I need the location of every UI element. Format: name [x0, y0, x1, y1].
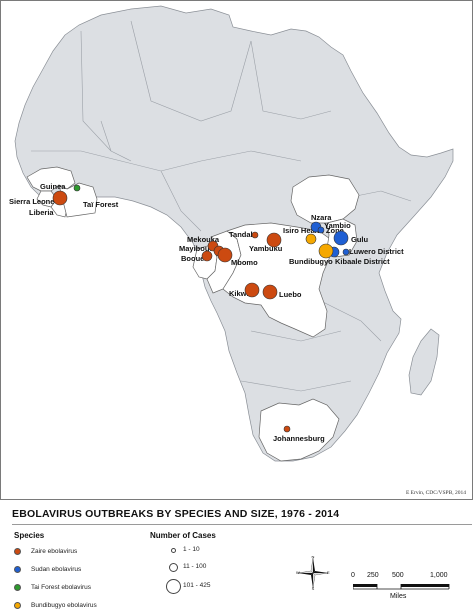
compass-w: W — [296, 570, 300, 575]
outbreak-tandala[interactable] — [251, 231, 259, 239]
label-liberia: Liberia — [29, 208, 54, 217]
country-borders — [31, 20, 412, 392]
legend-species-bundibugyo: Bundibugyo ebolavirus — [14, 599, 97, 611]
compass-s: S — [312, 586, 315, 590]
outbreak-yambio[interactable] — [317, 226, 325, 234]
size-medium-circle — [169, 563, 178, 572]
outbreak-west-africa[interactable] — [52, 190, 68, 206]
scale-tick-500: 500 — [392, 572, 404, 579]
legend-species-zaire: Zaire ebolavirus — [14, 545, 77, 557]
outbreak-kikwit[interactable] — [244, 282, 260, 298]
outbreak-yambuku[interactable] — [266, 232, 282, 248]
outbreak-mbomo[interactable] — [217, 247, 233, 263]
compass-e: E — [327, 570, 330, 575]
label-sierra-leone: Sierra Leone — [9, 197, 54, 206]
place-luebo: Luebo — [279, 290, 302, 299]
place-tandala: Tandala — [229, 230, 258, 239]
scale-tick-1000: 1,000 — [430, 572, 448, 579]
outbreak-isiro[interactable] — [305, 233, 317, 245]
size-small-label: 1 - 10 — [183, 546, 200, 553]
place-yambuku: Yambuku — [249, 244, 283, 253]
outbreak-booue[interactable] — [201, 250, 213, 262]
label-tai-forest: Taï Forest — [83, 200, 119, 209]
scale-unit: Miles — [390, 593, 407, 600]
bundibugyo-label: Bundibugyo ebolavirus — [31, 601, 97, 609]
place-gulu: Gulu — [351, 235, 368, 244]
scale-tick-0: 0 — [351, 572, 355, 579]
outbreak-johannesburg[interactable] — [283, 425, 291, 433]
sudan-swatch — [14, 565, 21, 573]
bundibugyo-swatch — [14, 601, 21, 609]
compass-n: N — [312, 556, 315, 559]
legend-panel: EBOLAVIRUS OUTBREAKS BY SPECIES AND SIZE… — [0, 500, 475, 615]
outbreak-luebo[interactable] — [262, 284, 278, 300]
scale-tick-250: 250 — [367, 572, 379, 579]
size-medium-label: 11 - 100 — [183, 563, 207, 570]
legend-species-tai: Tai Forest ebolavirus — [14, 581, 91, 593]
place-mekouka: Mekouka — [187, 235, 220, 244]
place-bundibugyo: Bundibugyo — [289, 257, 333, 266]
place-kikwit: Kikwit — [229, 289, 252, 298]
madagascar — [408, 328, 440, 396]
title-rule — [12, 524, 472, 525]
place-kibaale: Kibaale District — [335, 257, 390, 266]
map-title: EBOLAVIRUS OUTBREAKS BY SPECIES AND SIZE… — [12, 508, 340, 520]
compass-icon: N S W E — [296, 556, 330, 590]
place-nzara: Nzara — [311, 213, 332, 222]
map-frame: Guinea Sierra Leone Liberia Taï Forest M… — [0, 0, 473, 500]
country-south-africa — [258, 398, 340, 462]
place-mbomo: Mbomo — [231, 258, 258, 267]
label-guinea: Guinea — [40, 182, 66, 191]
size-large-label: 101 - 425 — [183, 582, 211, 589]
map-credit: E Ervin, CDC/VSPB, 2014 — [405, 490, 466, 496]
africa-map: Guinea Sierra Leone Liberia Taï Forest M… — [9, 5, 454, 462]
label-tai-forest-text: Taï Forest — [83, 200, 119, 209]
country-south-sudan — [290, 174, 360, 224]
species-header: Species — [14, 531, 45, 540]
size-large-circle — [166, 579, 181, 594]
sudan-label: Sudan ebolavirus — [31, 565, 82, 573]
place-luwero: Luwero District — [349, 247, 404, 256]
place-johannesburg: Johannesburg — [273, 434, 325, 443]
cases-header: Number of Cases — [150, 531, 216, 540]
place-yambio: Yambio — [324, 221, 351, 230]
legend-species-sudan: Sudan ebolavirus — [14, 563, 81, 575]
scale-bar — [353, 584, 450, 590]
place-mayibout: Mayibout — [179, 244, 212, 253]
tai-swatch — [14, 583, 21, 591]
size-small-circle — [171, 548, 176, 553]
outbreak-luwero[interactable] — [342, 248, 350, 256]
outbreak-gulu[interactable] — [333, 230, 349, 246]
zaire-label: Zaire ebolavirus — [31, 547, 78, 555]
place-booue: Booue — [181, 254, 204, 263]
zaire-swatch — [14, 547, 21, 555]
outbreak-markers — [52, 184, 350, 433]
outbreak-bundibugyo[interactable] — [318, 243, 334, 259]
outbreak-tai-forest[interactable] — [73, 184, 81, 192]
tai-label: Tai Forest ebolavirus — [31, 583, 91, 591]
